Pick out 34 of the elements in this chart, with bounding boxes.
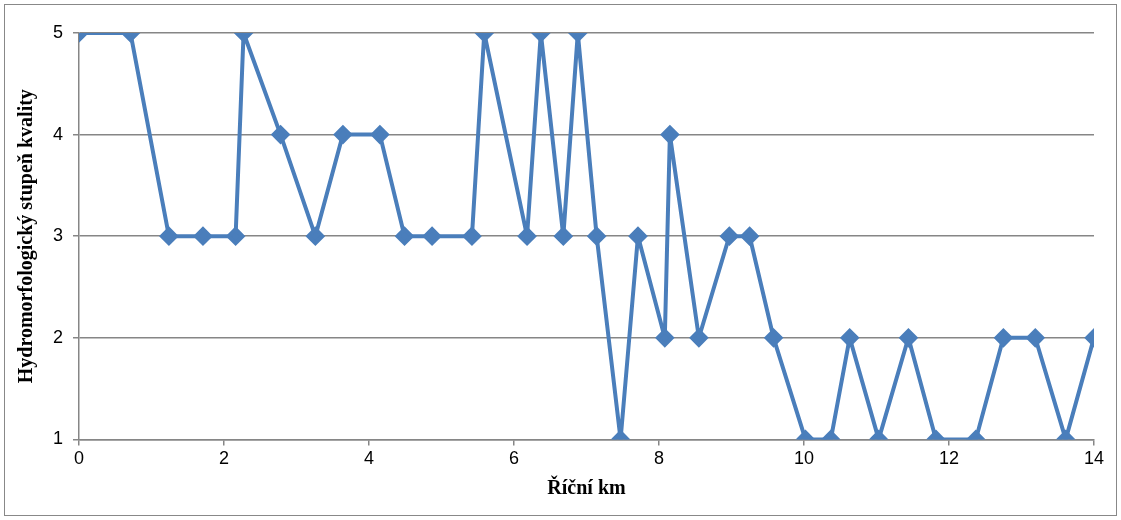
point bbox=[628, 227, 647, 246]
y-tick-label: 5 bbox=[53, 21, 64, 42]
x-tick-label: 8 bbox=[654, 448, 665, 469]
point bbox=[193, 227, 212, 246]
point bbox=[159, 227, 178, 246]
y-tick-label: 2 bbox=[53, 326, 64, 347]
x-tick-label: 0 bbox=[74, 448, 85, 469]
point bbox=[226, 227, 245, 246]
point bbox=[423, 227, 442, 246]
y-axis-title: Hydromorfologický stupeň kvality bbox=[14, 89, 38, 384]
point bbox=[764, 328, 783, 347]
x-axis-title: Říční km bbox=[547, 475, 627, 499]
x-tick-label: 2 bbox=[219, 448, 230, 469]
y-tick-label: 1 bbox=[53, 428, 64, 449]
x-tick-label: 10 bbox=[793, 448, 815, 469]
point bbox=[587, 227, 606, 246]
y-tick-label: 3 bbox=[53, 225, 64, 246]
point bbox=[395, 227, 414, 246]
point bbox=[655, 328, 674, 347]
point bbox=[462, 227, 481, 246]
y-tick-label: 4 bbox=[53, 123, 64, 144]
x-tick-label: 12 bbox=[938, 448, 960, 469]
point bbox=[1026, 328, 1045, 347]
point bbox=[840, 328, 859, 347]
point bbox=[994, 328, 1013, 347]
point bbox=[518, 227, 537, 246]
point bbox=[720, 227, 739, 246]
x-tick-label: 4 bbox=[364, 448, 375, 469]
point bbox=[306, 227, 325, 246]
point bbox=[740, 227, 759, 246]
x-tick-label: 14 bbox=[1083, 448, 1105, 469]
point bbox=[554, 227, 573, 246]
x-tick-label: 6 bbox=[509, 448, 520, 469]
point bbox=[899, 328, 918, 347]
